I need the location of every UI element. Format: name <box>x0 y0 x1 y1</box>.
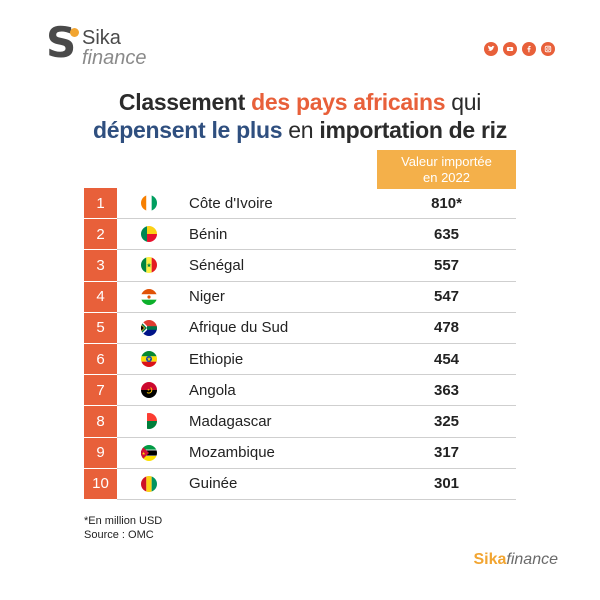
cote-divoire-flag-icon <box>141 195 157 211</box>
title-part: importation de riz <box>319 117 507 143</box>
logo-finance: finance <box>82 47 147 69</box>
import-value: 325 <box>433 412 460 430</box>
import-value: 557 <box>433 256 460 274</box>
twitter-icon[interactable] <box>484 42 498 56</box>
source-note: Source : OMC <box>84 529 154 541</box>
title-highlight: des pays africains <box>251 89 446 115</box>
table-row: 1 Côte d'Ivoire 810* <box>84 188 516 220</box>
facebook-icon[interactable] <box>522 42 536 56</box>
import-value: 635 <box>433 225 460 243</box>
madagascar-flag-icon <box>141 413 157 430</box>
table-row: 10 Guinée 301 <box>84 468 516 500</box>
benin-flag-icon <box>141 226 157 243</box>
country-name: Afrique du Sud <box>189 319 289 337</box>
footnotes: *En million USD Source : OMC <box>84 514 162 542</box>
import-value: 478 <box>433 319 460 337</box>
table-row: 5 Afrique du Sud 478 <box>84 312 516 344</box>
youtube-icon[interactable] <box>503 42 517 56</box>
brand-footer: Sikafinance <box>473 550 558 570</box>
table-row: 3 Sénégal 557 <box>84 250 516 282</box>
country-name: Niger <box>189 288 225 306</box>
country-name: Mozambique <box>189 444 275 462</box>
title-part: en <box>282 117 320 143</box>
country-name: Bénin <box>189 225 228 243</box>
import-value: 810* <box>431 194 462 212</box>
country-name: Angola <box>189 381 236 399</box>
import-value: 317 <box>433 444 460 462</box>
header-line: Valeur importée <box>401 154 492 169</box>
country-name: Guinée <box>189 475 238 493</box>
rank-cell: 10 <box>84 468 117 499</box>
import-value: 454 <box>433 350 460 368</box>
rank-cell: 6 <box>84 343 117 375</box>
title-part: Classement <box>118 89 252 115</box>
country-name: Côte d'Ivoire <box>189 194 273 212</box>
value-column-header: Valeur importée en 2022 <box>377 150 516 189</box>
rank-cell: 8 <box>84 406 117 437</box>
south-africa-flag-icon <box>141 319 157 336</box>
header-line: en 2022 <box>423 170 470 185</box>
ranking-table: 1 Côte d'Ivoire 810* 2 Bénin 635 3 Sénég… <box>84 188 516 500</box>
title-highlight: dépensent le plus <box>93 117 283 143</box>
sikafinance-logo: S Sika finance <box>46 22 156 72</box>
ethiopia-flag-icon <box>141 350 157 367</box>
guinea-flag-icon <box>141 475 157 492</box>
social-links <box>484 42 555 56</box>
import-value: 301 <box>433 475 460 493</box>
logo-dot <box>70 28 79 37</box>
niger-flag-icon <box>141 288 157 305</box>
logo-sika: Sika <box>82 27 121 49</box>
country-name: Sénégal <box>189 256 245 274</box>
rank-cell: 5 <box>84 312 117 343</box>
mozambique-flag-icon <box>141 444 157 461</box>
rank-cell: 4 <box>84 281 117 312</box>
instagram-icon[interactable] <box>541 42 555 56</box>
title-part: qui <box>445 89 482 115</box>
table-row: 9 Mozambique 317 <box>84 437 516 469</box>
rank-cell: 1 <box>84 188 117 219</box>
rank-cell: 3 <box>84 250 117 281</box>
angola-flag-icon <box>141 382 157 399</box>
import-value: 363 <box>433 381 460 399</box>
table-row: 2 Bénin 635 <box>84 219 516 251</box>
page-title: Classement des pays africains qui dépens… <box>0 88 600 144</box>
table-row: 4 Niger 547 <box>84 281 516 313</box>
table-row: 7 Angola 363 <box>84 375 516 407</box>
senegal-flag-icon <box>141 257 157 274</box>
country-name: Madagascar <box>189 412 272 430</box>
rank-cell: 7 <box>84 375 117 406</box>
rank-cell: 9 <box>84 437 117 468</box>
table-row: 6 Ethiopie 454 <box>84 343 516 376</box>
brand-finance: finance <box>506 551 558 568</box>
rank-cell: 2 <box>84 219 117 250</box>
country-name: Ethiopie <box>189 350 244 368</box>
import-value: 547 <box>433 288 460 306</box>
unit-note: *En million USD <box>84 515 163 527</box>
table-row: 8 Madagascar 325 <box>84 406 516 438</box>
brand-sika: Sika <box>473 551 507 568</box>
